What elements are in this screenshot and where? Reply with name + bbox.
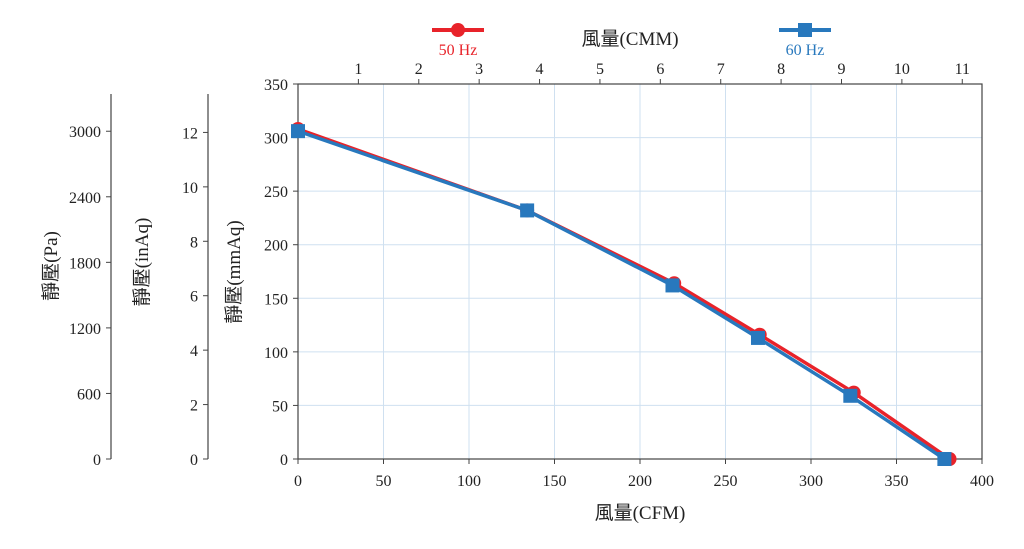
- y-inaq-tick-label: 10: [182, 180, 198, 197]
- y-inaq-tick-label: 4: [190, 343, 198, 360]
- x-top-tick-label: 2: [415, 61, 423, 78]
- y-mmaq-tick-label: 350: [264, 77, 288, 94]
- x-bottom-tick-label: 200: [628, 473, 652, 490]
- x-top-tick-label: 4: [536, 61, 544, 78]
- x-bottom-tick-label: 50: [376, 473, 392, 490]
- data-point-60hz: [665, 278, 680, 293]
- x-top-tick-label: 6: [656, 61, 664, 78]
- y-pa-tick-label: 1800: [69, 255, 101, 272]
- y-mmaq-tick-label: 100: [264, 345, 288, 362]
- y-inaq-tick-label: 12: [182, 125, 198, 142]
- y-pa-tick-label: 2400: [69, 190, 101, 207]
- y-inaq-axis-title: 靜壓(inAq): [131, 218, 153, 307]
- data-point-60hz: [750, 330, 765, 345]
- data-point-60hz: [291, 124, 305, 139]
- x-top-tick-label: 9: [837, 61, 845, 78]
- x-top-tick-label: 7: [717, 61, 725, 78]
- x-bottom-tick-label: 250: [714, 473, 738, 490]
- axes: 0 50 100 150 200 250 300 350 400 0 50 100 150 200 250 3…: [264, 61, 994, 490]
- y-pa-axis-title: 靜壓(Pa): [40, 231, 62, 301]
- y-mmaq-tick-label: 150: [264, 291, 288, 308]
- legend: 50 Hz 60 Hz: [432, 23, 831, 59]
- x-bottom-tick-label: 400: [970, 473, 994, 490]
- data-point-60hz: [937, 452, 952, 466]
- y-inaq-tick-label: 8: [190, 234, 198, 251]
- x-bottom-tick-label: 300: [799, 473, 823, 490]
- y-pa-tick-label: 1200: [69, 321, 101, 338]
- legend-label-60hz: 60 Hz: [786, 42, 825, 59]
- series-line-50hz: [297, 127, 951, 461]
- series: [291, 122, 957, 466]
- y-inaq-tick-label: 6: [190, 289, 198, 306]
- x-bottom-axis-title: 風量(CFM): [595, 503, 686, 524]
- y-inaq-tick-label: 2: [190, 398, 198, 415]
- grid: [298, 84, 982, 459]
- legend-marker-50hz: [451, 23, 465, 37]
- y-pa-tick-label: 0: [93, 452, 101, 469]
- y-mmaq-axis-title: 靜壓(mmAq): [223, 220, 245, 323]
- y-pa-tick-label: 600: [77, 386, 101, 403]
- y-mmaq-tick-label: 200: [264, 238, 288, 255]
- series-line-60hz: [297, 129, 946, 461]
- legend-label-50hz: 50 Hz: [439, 42, 478, 59]
- x-top-axis-title: 風量(CMM): [581, 29, 678, 50]
- x-top-tick-label: 11: [955, 61, 970, 78]
- y-mmaq-tick-label: 0: [280, 452, 288, 469]
- x-top-tick-label: 1: [354, 61, 362, 78]
- x-bottom-tick-label: 150: [543, 473, 567, 490]
- y-inaq-tick-label: 0: [190, 452, 198, 469]
- x-top-tick-label: 5: [596, 61, 604, 78]
- data-point-60hz: [520, 203, 535, 218]
- labels: 風量(CFM) 風量(CMM) 靜壓(mmAq) 靜壓(inAq) 靜壓(Pa): [40, 29, 685, 524]
- y-pa-tick-label: 3000: [69, 124, 101, 141]
- y-mmaq-tick-label: 50: [272, 398, 288, 415]
- y-mmaq-tick-label: 300: [264, 131, 288, 148]
- x-bottom-tick-label: 100: [457, 473, 481, 490]
- data-point-60hz: [843, 388, 858, 403]
- y-mmaq-tick-label: 250: [264, 184, 288, 201]
- x-top-tick-label: 10: [894, 61, 910, 78]
- x-bottom-tick-label: 350: [885, 473, 909, 490]
- x-bottom-tick-label: 0: [294, 473, 302, 490]
- legend-marker-60hz: [798, 23, 812, 37]
- x-top-tick-label: 3: [475, 61, 483, 78]
- secondary-axes: 0 2 4 6 8 10 12 0 600 1200 1800 2400 3000: [69, 94, 209, 469]
- x-top-tick-label: 8: [777, 61, 785, 78]
